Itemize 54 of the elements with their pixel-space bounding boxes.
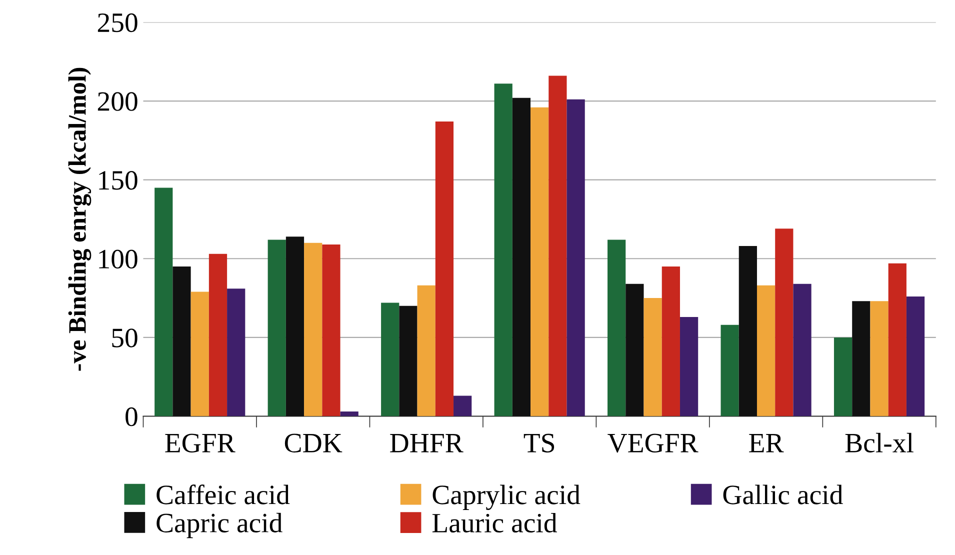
bar bbox=[227, 288, 246, 416]
x-tick-label: Bcl-xl bbox=[845, 432, 914, 452]
bar bbox=[399, 306, 418, 416]
x-tick-label: VEGFR bbox=[608, 434, 698, 453]
x-tick-label: TS bbox=[524, 434, 554, 452]
bar bbox=[494, 84, 512, 416]
y-tick-label: 200 bbox=[98, 92, 138, 111]
bar bbox=[852, 301, 870, 416]
bar bbox=[454, 396, 472, 416]
bar bbox=[548, 76, 567, 416]
x-tick-label: ER bbox=[749, 434, 784, 452]
y-tick-label: 50 bbox=[112, 328, 138, 348]
y-tick-label: 0 bbox=[126, 407, 138, 426]
x-tick-label: EGFR bbox=[165, 434, 236, 452]
y-tick-label: 250 bbox=[98, 13, 138, 32]
legend-label: Capric acid bbox=[156, 512, 282, 538]
bar bbox=[512, 98, 531, 416]
bar bbox=[268, 240, 286, 416]
bar bbox=[870, 301, 888, 416]
bar bbox=[530, 107, 549, 416]
bar bbox=[322, 244, 340, 416]
bar bbox=[680, 316, 698, 416]
bar bbox=[906, 296, 925, 416]
bar bbox=[775, 228, 794, 416]
bar bbox=[172, 266, 191, 416]
y-tick-label: 100 bbox=[99, 250, 138, 269]
bar bbox=[720, 324, 739, 416]
legend-label: Lauric acid bbox=[432, 512, 557, 533]
y-axis-title: -ve Binding enrgy (kcal/mol) bbox=[68, 68, 92, 371]
bar bbox=[208, 254, 228, 416]
bar bbox=[662, 266, 680, 416]
legend-label: Caffeic acid bbox=[156, 484, 290, 504]
bar bbox=[435, 122, 454, 416]
bar bbox=[417, 285, 436, 416]
bar bbox=[756, 285, 776, 416]
bar bbox=[340, 412, 358, 416]
bar bbox=[154, 188, 173, 416]
x-tick-label: DHFR bbox=[390, 434, 464, 452]
bar bbox=[190, 292, 209, 416]
bar bbox=[738, 246, 757, 416]
bar bbox=[888, 263, 906, 416]
legend-label: Caprylic acid bbox=[432, 484, 580, 510]
bar bbox=[834, 337, 852, 416]
bar bbox=[286, 236, 304, 416]
bar bbox=[608, 240, 626, 416]
bar bbox=[644, 298, 662, 416]
bar bbox=[381, 302, 400, 416]
legend-label: Gallic acid bbox=[723, 484, 843, 504]
x-tick-label: CDK bbox=[284, 434, 342, 452]
bar bbox=[626, 284, 644, 416]
bar bbox=[304, 242, 322, 416]
bar bbox=[793, 284, 812, 416]
bar bbox=[566, 99, 585, 416]
y-tick-label: 150 bbox=[99, 170, 138, 190]
